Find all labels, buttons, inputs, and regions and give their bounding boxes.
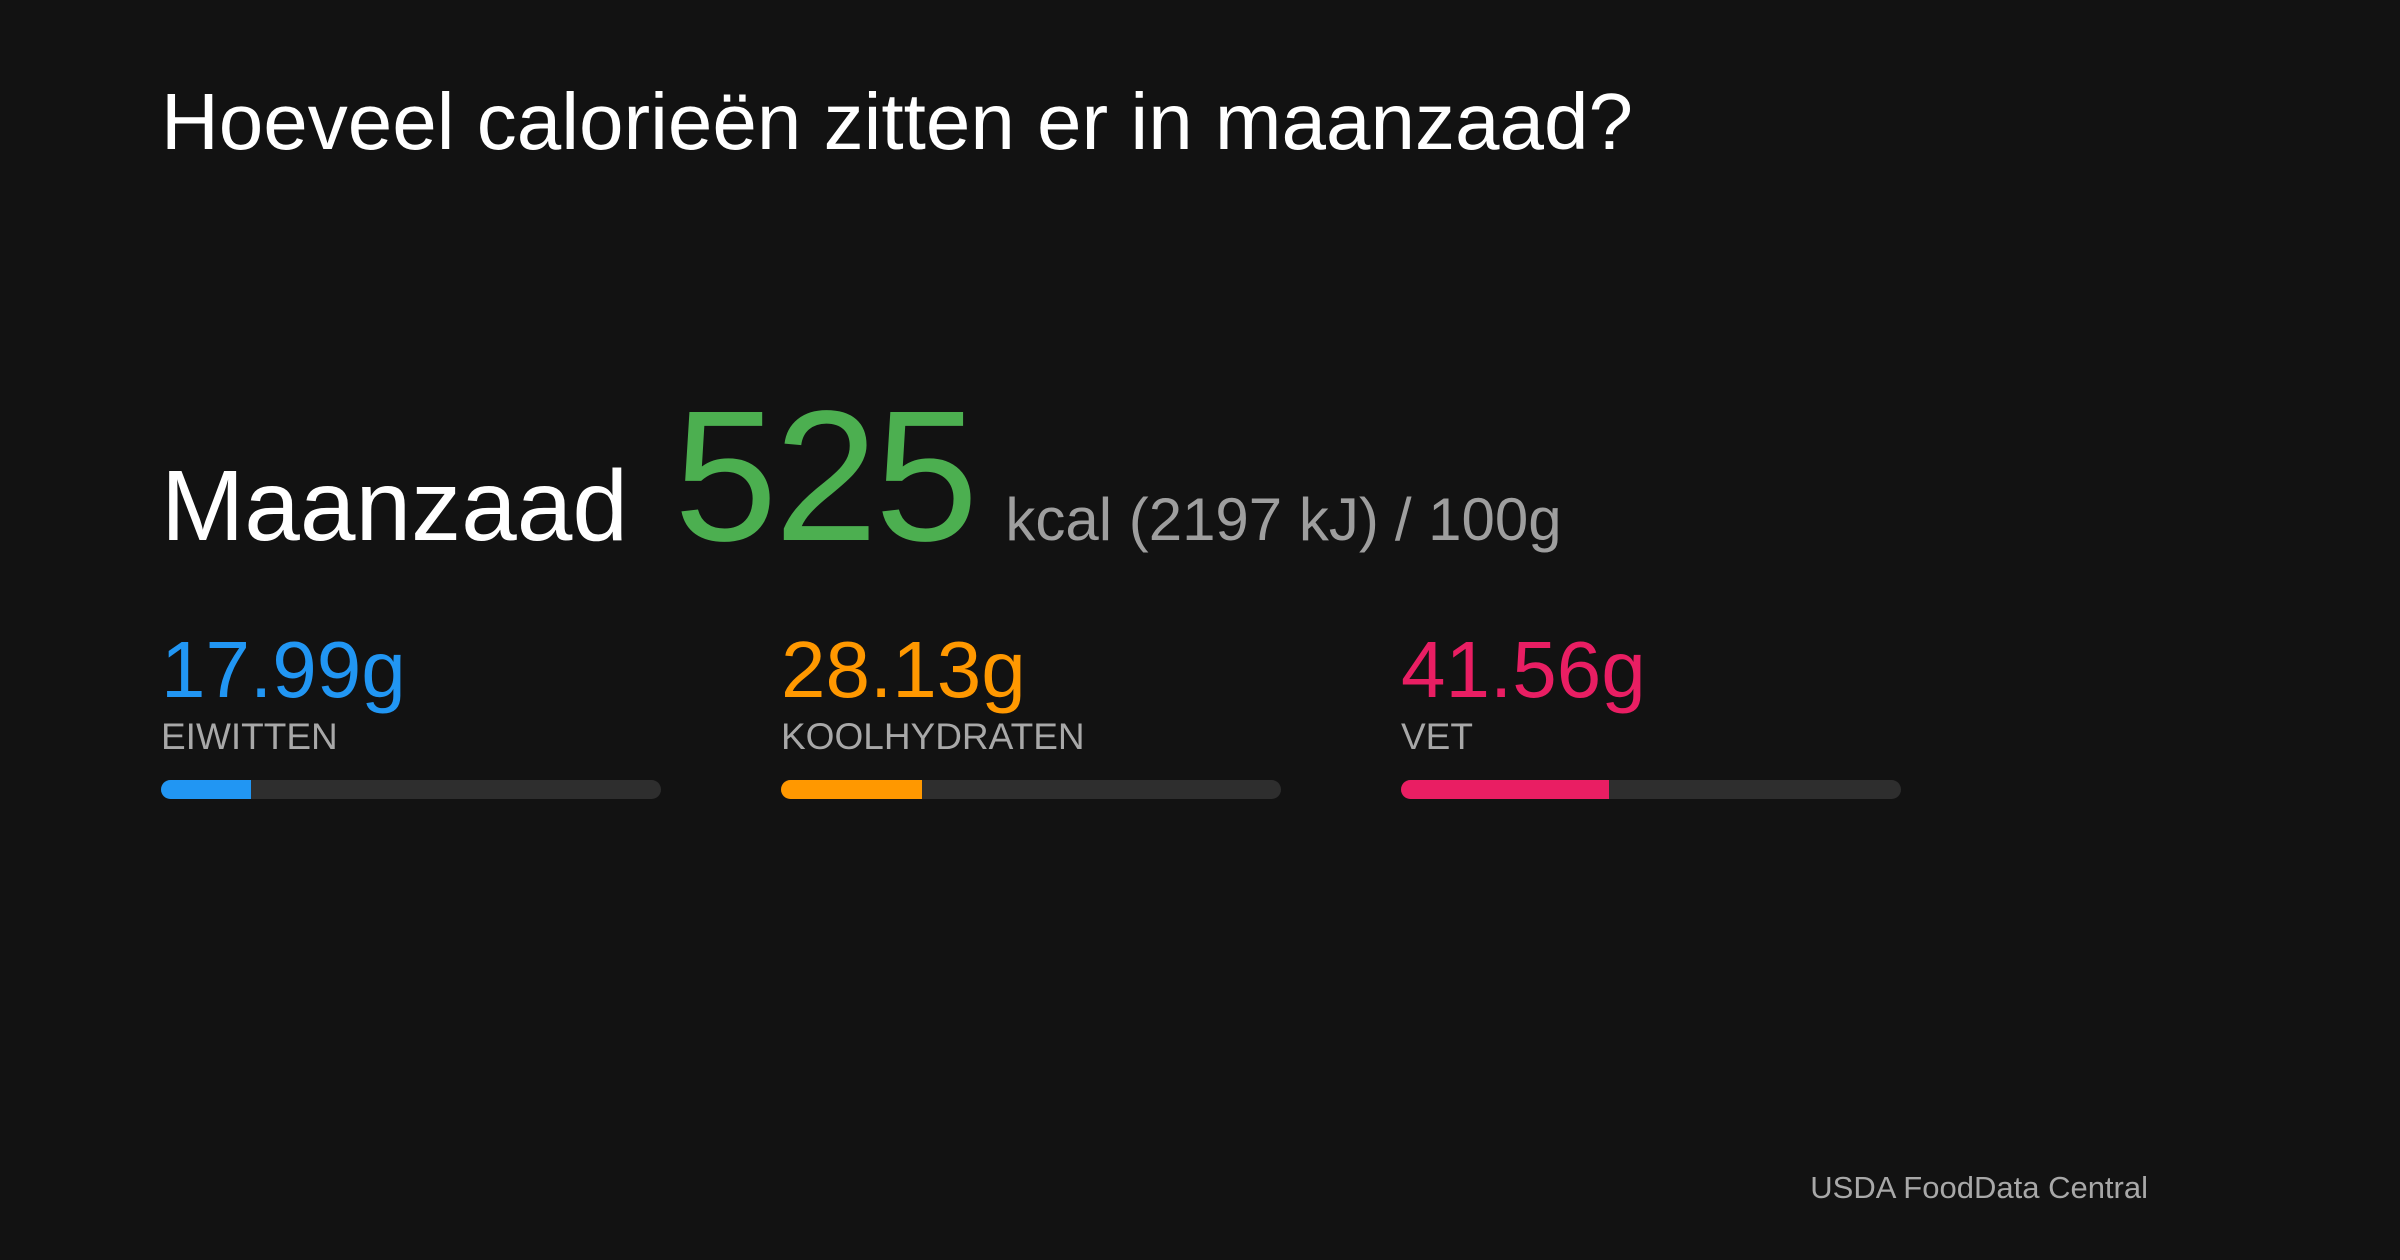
macro-name: KOOLHYDRATEN (781, 716, 1085, 757)
macro-value: 41.56g (1401, 625, 1646, 714)
unit-text: kcal (2197 kJ) (1005, 486, 1379, 553)
bar-track (781, 780, 1281, 799)
macro-value: 28.13g (781, 625, 1026, 714)
bar (781, 780, 922, 799)
portion: / 100g (1394, 486, 1562, 553)
food-name: Maanzaad (161, 450, 628, 562)
hero: Maanzaad 525 kcal (2197 kJ)/ 100g (161, 370, 1562, 583)
macro: 41.56g VET (1401, 625, 1901, 799)
macro: 28.13g KOOLHYDRATEN (781, 625, 1281, 799)
macro-value: 17.99g (161, 625, 406, 714)
source: USDA FoodData Central (1810, 1170, 2148, 1205)
macro-name: VET (1401, 716, 1473, 757)
macro-name: EIWITTEN (161, 716, 338, 757)
bar-track (1401, 780, 1901, 799)
title: Hoeveel calorieën zitten er in maanzaad? (161, 77, 1633, 166)
calories: 525 (674, 373, 978, 580)
bar-track (161, 780, 661, 799)
macro: 17.99g EIWITTEN (161, 625, 661, 799)
unit: kcal (2197 kJ)/ 100g (1005, 485, 1561, 554)
bar (161, 780, 251, 799)
bar (1401, 780, 1609, 799)
